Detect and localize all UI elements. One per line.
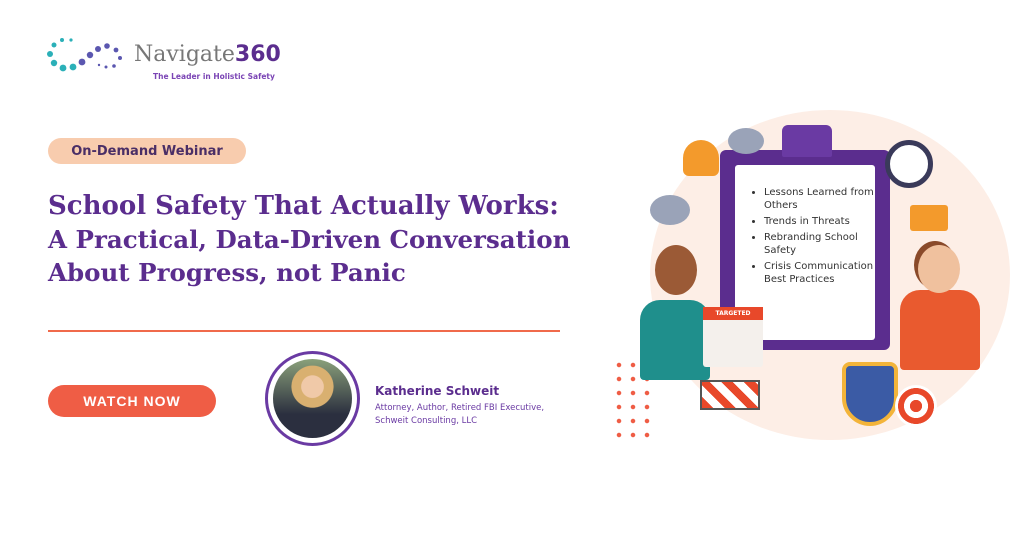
speaker-photo [273, 359, 352, 438]
title-line-3: About Progress, not Panic [48, 258, 406, 287]
envelope-icon [910, 205, 948, 231]
divider [48, 330, 560, 332]
brand-tagline: The Leader in Holistic Safety [153, 72, 275, 81]
man-head [655, 245, 697, 295]
topic-item: Lessons Learned from Others [764, 186, 880, 212]
shield-check-icon [842, 362, 898, 426]
topic-item: Trends in Threats [764, 215, 880, 228]
watch-now-button[interactable]: WATCH NOW [48, 385, 216, 417]
camera-icon [650, 195, 690, 225]
bell-icon [683, 140, 719, 176]
targeted-sign: TARGETED [703, 307, 763, 367]
topic-item: Rebranding School Safety [764, 231, 880, 257]
man-illustration [640, 300, 710, 380]
webinar-badge: On-Demand Webinar [48, 138, 246, 164]
brand-name: Navigate [134, 41, 235, 67]
topic-item: Crisis Communication Best Practices [764, 260, 880, 286]
speaker-name: Katherine Schweit [375, 384, 500, 398]
speaker-role-line-2: Schweit Consulting, LLC [375, 416, 478, 426]
speaker-role-line-1: Attorney, Author, Retired FBI Executive, [375, 403, 545, 413]
title-line-1: School Safety That Actually Works: [48, 191, 559, 221]
topics-list: Lessons Learned from Others Trends in Th… [750, 186, 880, 289]
camera-icon [728, 128, 764, 154]
page-title: School Safety That Actually Works: A Pra… [48, 190, 648, 289]
speaker-role: Attorney, Author, Retired FBI Executive,… [375, 402, 575, 428]
woman-illustration [900, 290, 980, 370]
brand-number: 360 [234, 41, 281, 67]
woman-head [918, 245, 960, 293]
sign-header: TARGETED [703, 307, 763, 320]
clipboard-clip [782, 125, 832, 157]
barrier-icon [700, 380, 760, 410]
target-icon [895, 385, 937, 427]
infinity-dots-icon [47, 38, 122, 72]
speaker-avatar [265, 351, 360, 446]
clock-icon [885, 140, 933, 188]
brand-logo: Navigate360 [44, 36, 281, 72]
title-line-2: A Practical, Data-Driven Conversation [48, 225, 571, 254]
